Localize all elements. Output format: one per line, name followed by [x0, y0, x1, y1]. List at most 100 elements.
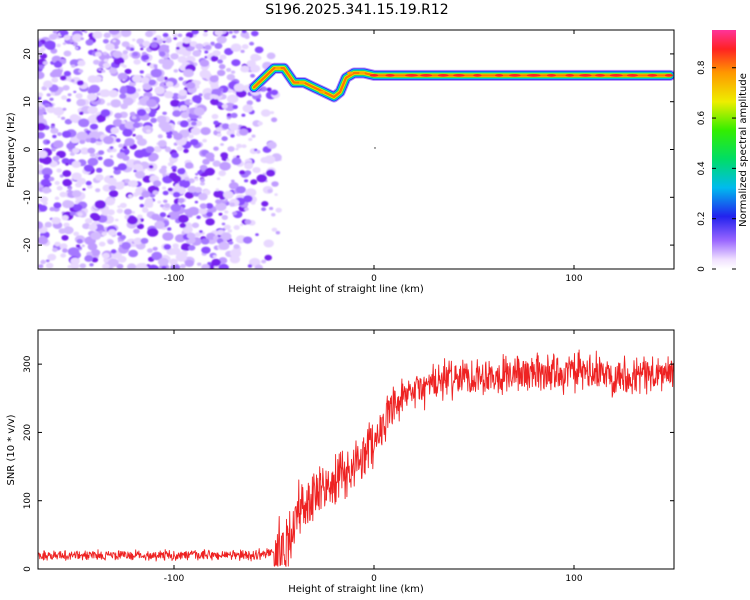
- spectrogram-noise-blob: [116, 263, 124, 269]
- spectrogram-noise-blob: [233, 83, 245, 92]
- spectrogram-noise-blob: [131, 211, 135, 214]
- spectrogram-noise-blob: [193, 107, 205, 116]
- spectrogram-noise-blob: [194, 186, 203, 193]
- spectrogram-noise-blob: [43, 174, 51, 180]
- spectrogram-noise-blob: [210, 41, 215, 45]
- spectrogram-noise-blob: [250, 73, 256, 78]
- spectrogram-noise-blob: [141, 54, 150, 61]
- snr-y-label: SNR (10 * v/v): [6, 414, 17, 485]
- spectrogram-tone-peak: [369, 74, 379, 77]
- spectrogram-noise-blob: [212, 94, 219, 100]
- spectrogram-noise-blob: [266, 52, 276, 60]
- spectrogram-noise-blob: [150, 68, 162, 78]
- spectrogram-noise-blob: [61, 95, 68, 100]
- spectrogram-noise-blob: [157, 200, 162, 204]
- spectrogram-noise-blob: [173, 69, 179, 73]
- spectrogram-noise-blob: [156, 75, 165, 82]
- spectrogram-noise-blob: [244, 179, 249, 183]
- spectrogram-noise-blob: [38, 264, 44, 269]
- spectrogram-noise-blob: [102, 51, 108, 56]
- spectrogram-noise-blob: [103, 32, 111, 39]
- snr-y-tick-label: 100: [23, 492, 33, 509]
- spectrogram-tone-peak: [647, 74, 658, 77]
- spectrogram-noise-blob: [56, 168, 62, 173]
- spectrogram-noise-blob: [38, 40, 43, 48]
- spectrogram-noise-blob: [63, 50, 72, 57]
- spectrogram-noise-blob: [107, 229, 117, 236]
- spectrogram-noise-blob: [60, 30, 69, 37]
- spectrogram-noise-blob: [59, 174, 64, 178]
- spectrogram-noise-blob: [92, 31, 103, 39]
- spectrogram-noise-blob: [89, 152, 96, 158]
- spectrogram-noise-blob: [87, 157, 99, 166]
- spectrogram-noise-blob: [43, 112, 47, 115]
- spectrogram-noise-blob: [76, 131, 88, 141]
- spectrogram-noise-blob: [244, 207, 249, 211]
- spectrogram-noise-blob: [89, 131, 101, 140]
- spectrogram-noise-blob: [65, 200, 75, 208]
- spectrogram-noise-blob: [101, 69, 106, 73]
- spectrogram-noise-blob: [70, 79, 75, 83]
- spectrogram-noise-blob: [142, 40, 151, 48]
- spectrogram-noise-blob: [221, 215, 228, 220]
- spectrogram-noise-blob: [117, 205, 121, 208]
- spectrogram-noise-blob: [163, 199, 168, 203]
- spectrogram-noise-blob: [200, 178, 205, 183]
- spectrogram-noise-blob: [231, 70, 236, 74]
- spectrogram-noise-blob: [263, 239, 274, 248]
- spectrogram-noise-blob: [254, 264, 263, 269]
- spectrogram-y-tick-label: 20: [23, 48, 33, 60]
- spectrogram-noise-blob: [190, 139, 199, 146]
- spectrogram-noise-blob: [271, 213, 276, 217]
- spectrogram-tone-peak: [526, 74, 541, 77]
- spectrogram-noise-blob: [250, 179, 258, 185]
- spectrogram-noise-blob: [43, 80, 53, 88]
- spectrogram-noise-blob: [191, 121, 197, 126]
- spectrogram-tone-peak: [299, 81, 305, 85]
- spectrogram-noise-blob: [39, 53, 48, 59]
- spectrogram-noise-blob: [241, 144, 247, 149]
- spectrogram-y-tick-label: -10: [23, 190, 33, 205]
- spectrogram-noise-blob: [137, 214, 143, 219]
- spectrogram-noise-blob: [147, 264, 159, 269]
- snr-x-tick-label: -100: [164, 574, 185, 584]
- spectrogram-noise-blob: [233, 244, 240, 249]
- spectrogram-noise-blob: [44, 40, 56, 50]
- spectrogram-noise-blob: [224, 224, 231, 230]
- spectrogram-noise-blob: [254, 148, 258, 152]
- spectrogram-noise-blob: [219, 161, 231, 171]
- spectrogram-tone-peak: [609, 74, 623, 77]
- spectrogram-noise-blob: [124, 138, 135, 146]
- spectrogram-noise-blob: [127, 194, 133, 199]
- spectrogram-noise-blob: [58, 228, 66, 234]
- spectrogram-noise-blob: [120, 63, 125, 67]
- spectrogram-noise-blob: [54, 33, 60, 38]
- snr-x-label: Height of straight line (km): [288, 584, 424, 595]
- spectrogram-noise-blob: [141, 263, 147, 267]
- spectrogram-noise-blob: [176, 145, 184, 151]
- spectrogram-noise-blob: [200, 127, 211, 136]
- spectrogram-noise-blob: [251, 134, 256, 138]
- spectrogram-noise-blob: [90, 231, 102, 241]
- spectrogram-noise-blob: [255, 233, 259, 237]
- spectrogram-x-label: Height of straight line (km): [288, 284, 424, 295]
- spectrogram-noise-blob: [45, 259, 50, 263]
- spectrogram-noise-blob: [61, 215, 69, 221]
- spectrogram-noise-blob: [82, 223, 91, 230]
- spectrogram-noise-blob: [49, 97, 54, 101]
- spectrogram-noise-blob: [100, 109, 111, 117]
- spectrogram-noise-blob: [38, 92, 44, 98]
- spectrogram-noise-blob: [246, 100, 253, 106]
- spectrogram-noise-blob: [71, 64, 76, 68]
- spectrogram-noise-blob: [42, 201, 48, 206]
- spectrogram-noise-blob: [44, 221, 52, 228]
- spectrogram-noise-blob: [269, 206, 274, 211]
- spectrogram-noise-blob: [40, 178, 51, 187]
- spectrogram-noise-blob: [45, 262, 54, 269]
- spectrogram-noise-blob: [164, 203, 171, 209]
- spectrogram-noise-blob: [77, 60, 86, 67]
- spectrogram-noise-blob: [184, 191, 194, 199]
- spectrogram-noise-blob: [62, 85, 70, 91]
- spectrogram-noise-blob: [212, 254, 217, 258]
- spectrogram-noise-blob: [117, 163, 128, 171]
